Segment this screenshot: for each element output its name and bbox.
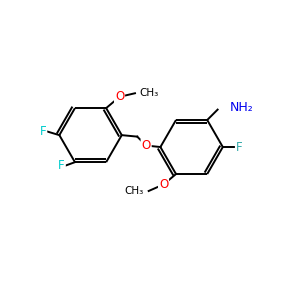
Text: NH₂: NH₂	[230, 101, 254, 114]
Text: CH₃: CH₃	[140, 88, 159, 98]
Text: F: F	[236, 140, 242, 154]
Text: F: F	[40, 125, 46, 138]
Text: F: F	[58, 159, 65, 172]
Text: O: O	[159, 178, 168, 191]
Text: CH₃: CH₃	[124, 186, 143, 196]
Text: O: O	[142, 139, 151, 152]
Text: O: O	[115, 90, 124, 103]
